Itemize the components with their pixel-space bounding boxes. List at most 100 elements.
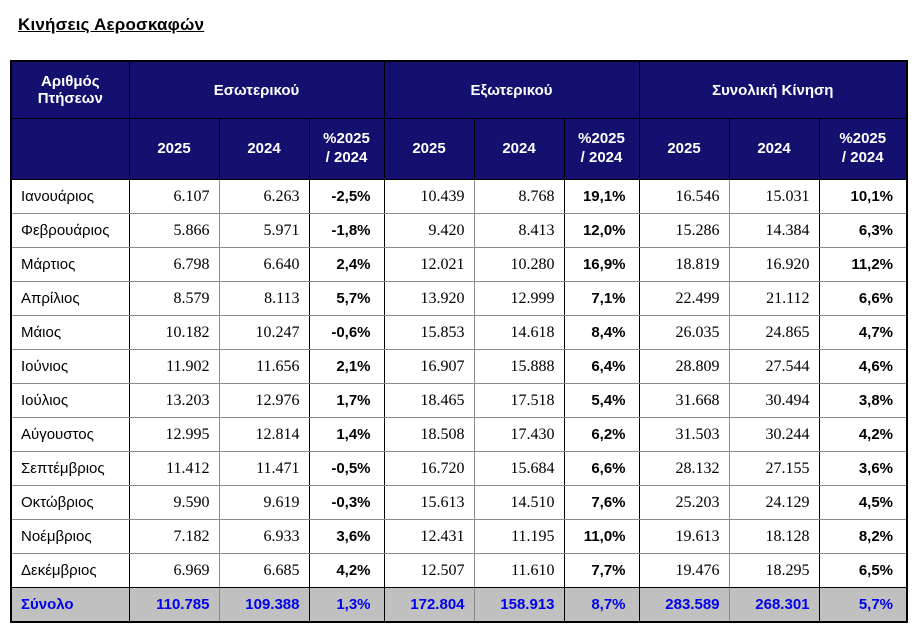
cell-international-2024: 14.510 [474,485,565,520]
cell-international-2024: 8.413 [474,213,565,248]
cell-overall-2024: 27.544 [729,349,820,384]
cell-domestic-2025: 10.182 [129,315,220,350]
subheader-international-2025: 2025 [383,118,475,180]
cell-overall-2025: 19.476 [639,553,730,588]
cell-international-2025: 13.920 [384,281,475,316]
cell-month-label: Αύγουστος [11,417,130,452]
cell-overall-pct: 4,5% [819,485,908,520]
table-row: Αύγουστος 12.995 12.814 1,4% 18.508 17.430 6,2… [11,417,908,452]
cell-international-pct: 19,1% [564,179,640,214]
cell-international-2024: 11.610 [474,553,565,588]
cell-overall-2024: 24.129 [729,485,820,520]
totals-row: Σύνολο 110.785 109.388 1,3% 172.804 158.913 8,… [11,587,908,622]
cell-international-pct: 16,9% [564,247,640,282]
cell-international-2024: 14.618 [474,315,565,350]
cell-domestic-2024: 5.971 [219,213,310,248]
cell-domestic-pct: -0,5% [309,451,385,486]
totals-international-2025: 172.804 [384,587,475,622]
cell-domestic-2024: 10.247 [219,315,310,350]
table-row: Ιούλιος 13.203 12.976 1,7% 18.465 17.518 5,4% 3… [11,383,908,418]
cell-international-pct: 6,6% [564,451,640,486]
cell-international-pct: 6,4% [564,349,640,384]
cell-month-label: Δεκέμβριος [11,553,130,588]
aircraft-movements-table: Αριθμός Πτήσεων Εσωτερικού Εξωτερικού Συ… [10,60,909,623]
table-row: Ιούνιος 11.902 11.656 2,1% 16.907 15.888 6,4% 2… [11,349,908,384]
cell-month-label: Ιανουάριος [11,179,130,214]
cell-domestic-2024: 9.619 [219,485,310,520]
cell-overall-2025: 15.286 [639,213,730,248]
cell-domestic-pct: 5,7% [309,281,385,316]
table-row: Απρίλιος 8.579 8.113 5,7% 13.920 12.999 7,1% 22… [11,281,908,316]
cell-international-2025: 10.439 [384,179,475,214]
cell-month-label: Απρίλιος [11,281,130,316]
subheader-domestic-pct: %2025 / 2024 [308,118,385,180]
cell-domestic-pct: 2,4% [309,247,385,282]
cell-international-2025: 12.507 [384,553,475,588]
cell-domestic-pct: -2,5% [309,179,385,214]
cell-international-pct: 6,2% [564,417,640,452]
cell-international-2025: 18.508 [384,417,475,452]
cell-overall-2024: 30.244 [729,417,820,452]
cell-overall-2024: 18.128 [729,519,820,554]
cell-month-label: Μάρτιος [11,247,130,282]
cell-international-2025: 16.720 [384,451,475,486]
subheader-overall-pct: %2025 / 2024 [818,118,908,180]
cell-international-pct: 8,4% [564,315,640,350]
cell-month-label: Σεπτέμβριος [11,451,130,486]
group-header-domestic: Εσωτερικού [128,60,385,119]
cell-domestic-pct: 1,7% [309,383,385,418]
totals-domestic-2025: 110.785 [129,587,220,622]
cell-overall-pct: 8,2% [819,519,908,554]
cell-domestic-2024: 12.976 [219,383,310,418]
totals-overall-2024: 268.301 [729,587,820,622]
subheader-domestic-2024: 2024 [218,118,310,180]
subheader-overall-2024: 2024 [728,118,820,180]
cell-month-label: Οκτώβριος [11,485,130,520]
cell-overall-pct: 4,7% [819,315,908,350]
cell-overall-2025: 31.668 [639,383,730,418]
cell-domestic-pct: 3,6% [309,519,385,554]
cell-overall-2024: 30.494 [729,383,820,418]
cell-month-label: Ιούλιος [11,383,130,418]
cell-overall-2025: 31.503 [639,417,730,452]
cell-domestic-pct: -0,3% [309,485,385,520]
cell-domestic-2024: 6.933 [219,519,310,554]
cell-month-label: Νοέμβριος [11,519,130,554]
totals-international-2024: 158.913 [474,587,565,622]
totals-overall-2025: 283.589 [639,587,730,622]
cell-domestic-2024: 11.471 [219,451,310,486]
page-title: Κινήσεις Αεροσκαφών [18,15,205,34]
cell-overall-2024: 24.865 [729,315,820,350]
cell-overall-2024: 18.295 [729,553,820,588]
cell-overall-pct: 10,1% [819,179,908,214]
cell-overall-2025: 28.132 [639,451,730,486]
group-header-overall: Συνολική Κίνηση [638,60,908,119]
cell-domestic-2024: 12.814 [219,417,310,452]
subheader-international-pct: %2025 / 2024 [563,118,640,180]
cell-international-2025: 12.431 [384,519,475,554]
table-row: Νοέμβριος 7.182 6.933 3,6% 12.431 11.195 11,0%… [11,519,908,554]
cell-domestic-2025: 5.866 [129,213,220,248]
table-body: Ιανουάριος 6.107 6.263 -2,5% 10.439 8.768 19,1… [11,179,908,622]
cell-domestic-2025: 8.579 [129,281,220,316]
cell-domestic-2024: 6.640 [219,247,310,282]
totals-domestic-2024: 109.388 [219,587,310,622]
cell-international-pct: 12,0% [564,213,640,248]
table-row: Μάρτιος 6.798 6.640 2,4% 12.021 10.280 16,9% 18… [11,247,908,282]
cell-international-2024: 10.280 [474,247,565,282]
table-row: Δεκέμβριος 6.969 6.685 4,2% 12.507 11.610 7,7%… [11,553,908,588]
cell-overall-2024: 27.155 [729,451,820,486]
cell-international-2024: 17.430 [474,417,565,452]
cell-overall-pct: 4,6% [819,349,908,384]
cell-overall-2025: 19.613 [639,519,730,554]
cell-international-2024: 17.518 [474,383,565,418]
cell-overall-2025: 16.546 [639,179,730,214]
cell-overall-2025: 28.809 [639,349,730,384]
cell-international-pct: 7,6% [564,485,640,520]
cell-international-pct: 11,0% [564,519,640,554]
table-row: Οκτώβριος 9.590 9.619 -0,3% 15.613 14.510 7,6%… [11,485,908,520]
cell-domestic-2024: 6.685 [219,553,310,588]
cell-international-2025: 16.907 [384,349,475,384]
cell-month-label: Ιούνιος [11,349,130,384]
subheader-domestic-2025: 2025 [128,118,220,180]
